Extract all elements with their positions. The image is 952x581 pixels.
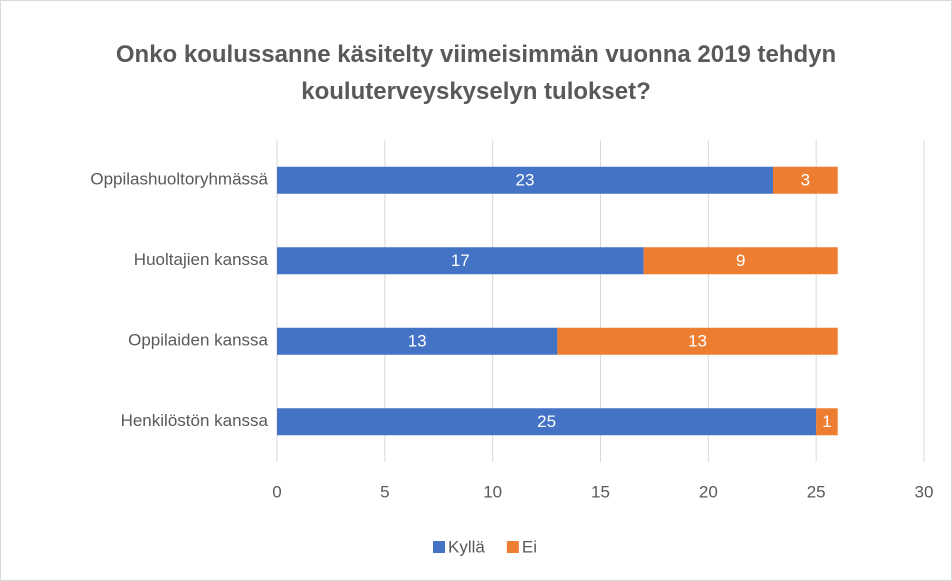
x-tick-label: 0 <box>272 482 281 501</box>
bar-segment <box>557 327 838 355</box>
bar-segment <box>277 166 774 194</box>
y-tick-label: Huoltajien kanssa <box>134 250 269 269</box>
x-tick-label: 20 <box>699 482 718 501</box>
data-label: 13 <box>688 332 707 351</box>
data-label: 13 <box>408 332 427 351</box>
chart-title: Onko koulussanne käsitelty viimeisimmän … <box>115 41 837 105</box>
x-tick-label: 15 <box>591 482 610 501</box>
y-tick-label: Oppilashuoltoryhmässä <box>90 170 268 189</box>
data-label: 17 <box>451 251 470 270</box>
x-tick-label: 10 <box>483 482 502 501</box>
bar-segment <box>277 247 644 275</box>
legend-label: Kyllä <box>448 537 485 556</box>
y-tick-label: Oppilaiden kanssa <box>128 331 268 350</box>
legend-swatch <box>433 541 445 553</box>
x-tick-label: 25 <box>807 482 826 501</box>
bar-segment <box>277 327 558 355</box>
data-label: 3 <box>801 171 810 190</box>
bar-segment <box>643 247 838 275</box>
bar-segment <box>773 166 838 194</box>
legend-label: Ei <box>522 537 537 556</box>
legend-swatch <box>506 541 519 553</box>
bar-segment <box>816 408 838 436</box>
y-tick-label: Henkilöstön kanssa <box>121 411 269 430</box>
data-label: 25 <box>537 412 556 431</box>
data-label: 23 <box>516 171 535 190</box>
x-tick-label: 5 <box>380 482 389 501</box>
x-tick-label: 30 <box>915 482 934 501</box>
bar-segment <box>277 408 817 436</box>
data-label: 9 <box>736 251 745 270</box>
data-label: 1 <box>822 412 831 431</box>
